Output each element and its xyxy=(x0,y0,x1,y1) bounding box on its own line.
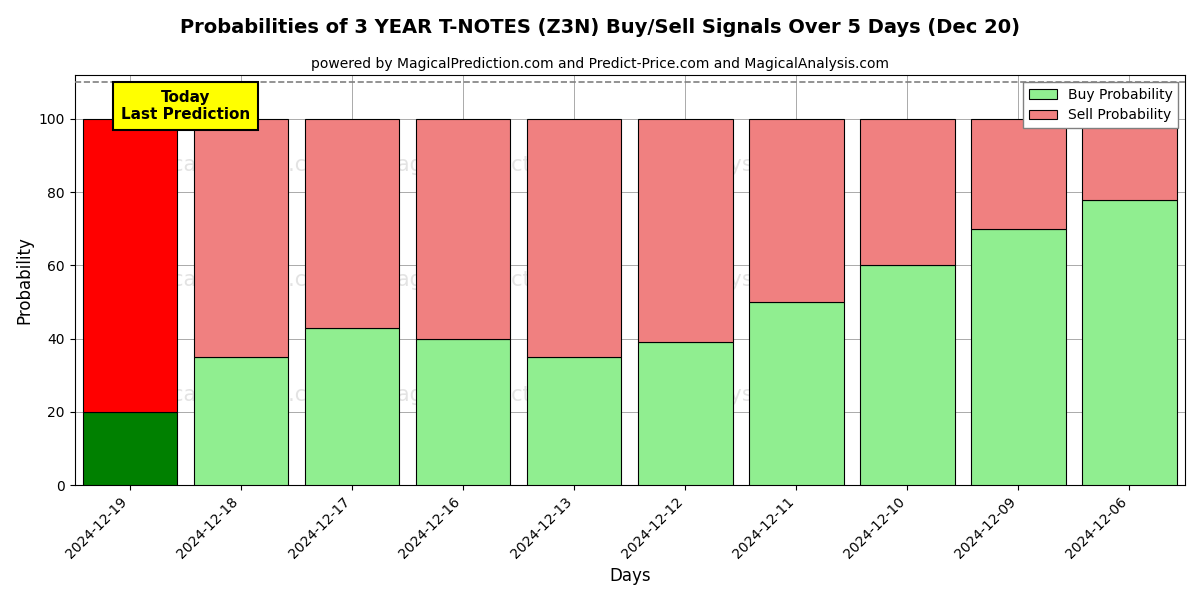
Text: calAnalysis.com      MagicalPrediction.com      calAnalysis.com: calAnalysis.com MagicalPrediction.com ca… xyxy=(173,270,821,290)
Bar xyxy=(305,328,400,485)
Bar xyxy=(749,119,844,302)
Legend: Buy Probability, Sell Probability: Buy Probability, Sell Probability xyxy=(1024,82,1178,128)
Bar xyxy=(1082,200,1177,485)
Bar xyxy=(860,265,955,485)
Bar xyxy=(638,343,732,485)
Bar xyxy=(83,119,178,412)
Text: calAnalysis.com      MagicalPrediction.com      calAnalysis.com: calAnalysis.com MagicalPrediction.com ca… xyxy=(173,385,821,405)
Bar xyxy=(860,119,955,265)
Text: Today
Last Prediction: Today Last Prediction xyxy=(121,89,251,122)
Bar xyxy=(416,338,510,485)
Bar xyxy=(971,119,1066,229)
Y-axis label: Probability: Probability xyxy=(16,236,34,324)
X-axis label: Days: Days xyxy=(610,567,650,585)
Text: calAnalysis.com      MagicalPrediction.com      calAnalysis.com: calAnalysis.com MagicalPrediction.com ca… xyxy=(173,155,821,175)
Text: powered by MagicalPrediction.com and Predict-Price.com and MagicalAnalysis.com: powered by MagicalPrediction.com and Pre… xyxy=(311,57,889,71)
Bar xyxy=(527,119,622,357)
Text: Probabilities of 3 YEAR T-NOTES (Z3N) Buy/Sell Signals Over 5 Days (Dec 20): Probabilities of 3 YEAR T-NOTES (Z3N) Bu… xyxy=(180,18,1020,37)
Bar xyxy=(416,119,510,338)
Bar xyxy=(305,119,400,328)
Bar xyxy=(1082,119,1177,200)
Bar xyxy=(971,229,1066,485)
Bar xyxy=(194,357,288,485)
Bar xyxy=(194,119,288,357)
Bar xyxy=(749,302,844,485)
Bar xyxy=(638,119,732,343)
Bar xyxy=(83,412,178,485)
Bar xyxy=(527,357,622,485)
